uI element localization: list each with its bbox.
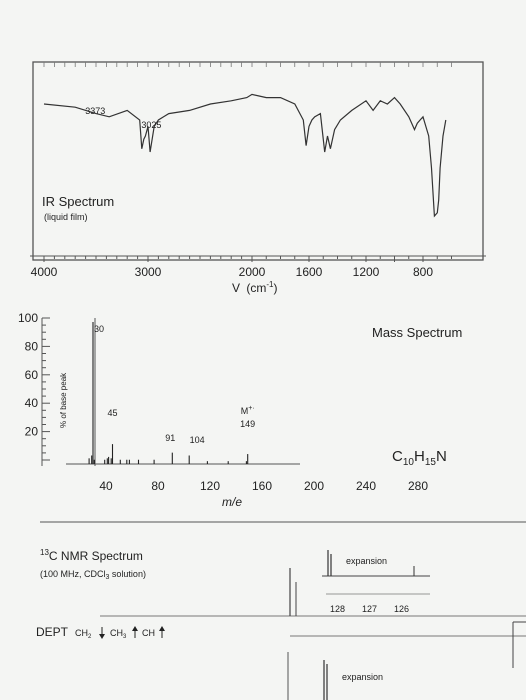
ms-y-tick-labels: 100 80 60 40 20	[18, 311, 38, 439]
ms-peak-label: 149	[240, 419, 255, 429]
ir-frame	[32, 61, 484, 261]
dept-ch3: CH3	[110, 628, 127, 640]
ms-x-tick-label: 160	[252, 479, 272, 493]
ir-tick-label: 2000	[239, 265, 266, 279]
ms-x-tick-label: 120	[200, 479, 220, 493]
ir-subtitle: (liquid film)	[44, 212, 88, 222]
ms-formula: C10H15N	[392, 448, 447, 468]
ms-peak-label: M+·	[241, 405, 255, 416]
ms-x-tick-label: 280	[408, 479, 428, 493]
dept-label: DEPT	[36, 625, 69, 639]
mass-spectrum-panel: 100 80 60 40 20 40 80 120 160 200 240 280 30 45 91 10…	[18, 311, 462, 509]
dept-legend: DEPT CH2 CH3 CH	[36, 625, 165, 640]
ms-peak-label: 30	[94, 324, 104, 334]
ir-title: IR Spectrum	[42, 194, 114, 209]
ms-peaks	[88, 322, 249, 464]
ms-x-tick-label: 40	[99, 479, 113, 493]
ms-y-tick-label: 60	[25, 368, 39, 382]
dept-ch: CH	[142, 628, 155, 638]
dept-arrow-up-icon	[159, 626, 165, 638]
nmr-subtitle: (100 MHz, CDCl3 solution)	[40, 569, 146, 581]
ir-tick-label: 3000	[135, 265, 162, 279]
dept-arrow-up-icon	[132, 626, 138, 638]
ir-tick-label: 800	[413, 265, 433, 279]
ir-axis-label: V (cm-1)	[232, 280, 277, 295]
ms-peak-label: 104	[190, 435, 205, 445]
nmr-expansion-tick-127: 127	[362, 604, 377, 614]
ms-y-tick-label: 20	[25, 425, 39, 439]
ir-tick-label: 1600	[296, 265, 323, 279]
ms-x-axis-label: m/e	[222, 495, 242, 509]
nmr-expansion-tick-126: 126	[394, 604, 409, 614]
ir-tick-label: 4000	[31, 265, 58, 279]
ms-x-tick-label: 80	[151, 479, 165, 493]
ms-peak-label: 91	[165, 433, 175, 443]
ms-y-tick-label: 100	[18, 311, 38, 325]
nmr-panel: expansion 128 127 126 expansion 13C NMR …	[36, 521, 526, 700]
ir-peak-label: 3025	[141, 120, 161, 130]
ir-peak-label: 3373	[85, 106, 105, 116]
ir-peak-labels: 3373 3025	[85, 106, 161, 130]
ms-y-ticks	[42, 317, 50, 461]
ms-x-tick-label: 200	[304, 479, 324, 493]
ms-x-tick-label: 240	[356, 479, 376, 493]
ms-y-tick-label: 40	[25, 396, 39, 410]
ir-transmittance-trace	[43, 93, 447, 218]
ms-peak-label: 45	[107, 408, 117, 418]
dept-arrow-down-icon	[99, 627, 105, 639]
nmr-expansion-label: expansion	[346, 556, 387, 566]
ms-title: Mass Spectrum	[372, 325, 462, 340]
ir-spectrum-panel: 4000 3000 2000 1600 1200 800 3373 3025 IR Spec…	[30, 61, 486, 295]
nmr-expansion-2-label: expansion	[342, 672, 383, 682]
ms-peak-labels: 30 45 91 104 M+· 149	[94, 324, 255, 445]
ir-tick-label: 1200	[353, 265, 380, 279]
ms-y-tick-label: 80	[25, 339, 39, 353]
nmr-expansion-tick-128: 128	[330, 604, 345, 614]
ms-x-tick-labels: 40 80 120 160 200 240 280	[99, 479, 428, 493]
ms-y-axis-label: % of base peak	[59, 372, 68, 428]
ir-x-tick-labels: 4000 3000 2000 1600 1200 800	[31, 265, 434, 279]
nmr-title: 13C NMR Spectrum	[40, 548, 143, 563]
dept-ch2: CH2	[75, 628, 92, 640]
ir-x-ticks	[43, 62, 452, 262]
